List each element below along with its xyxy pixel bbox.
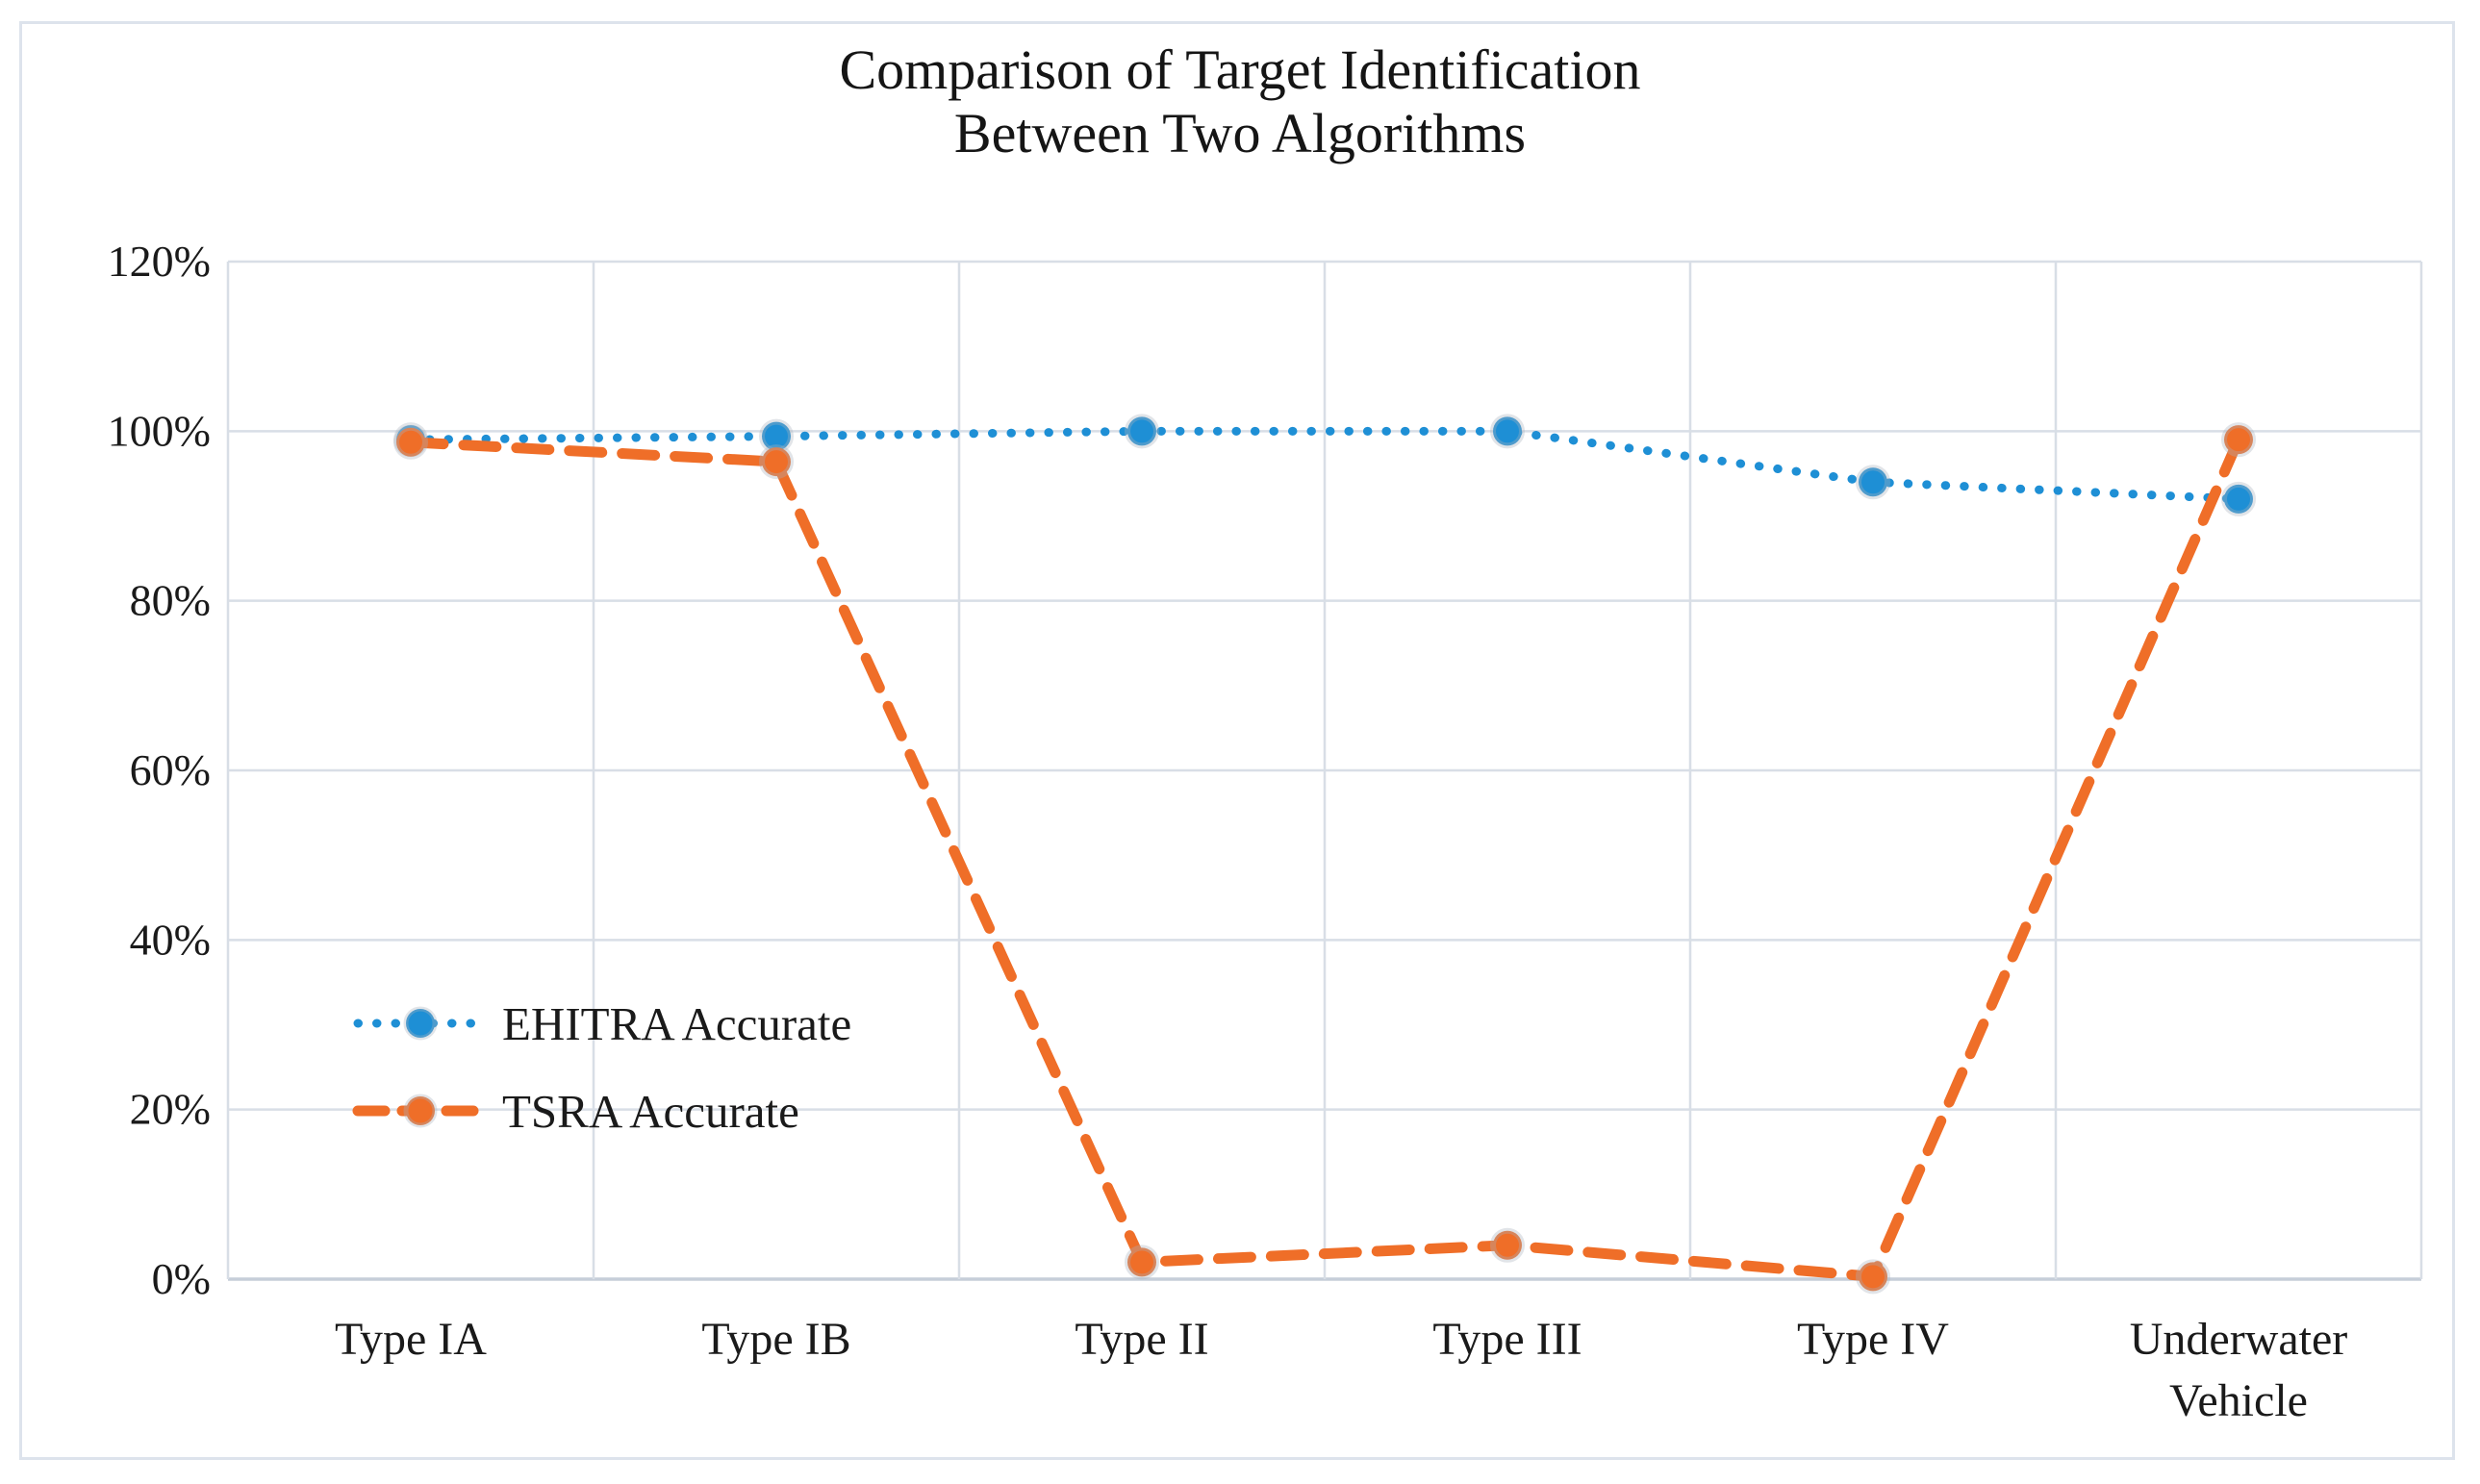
x-axis-category-label: Type IB	[701, 1314, 850, 1365]
data-point-marker-ehitra-accurate	[1490, 414, 1525, 449]
y-axis-tick-label: 0%	[152, 1254, 211, 1303]
y-axis-tick-label: 60%	[130, 745, 211, 794]
y-axis-tick-label: 80%	[130, 576, 211, 625]
x-axis-category-label: Type III	[1432, 1314, 1582, 1365]
legend-marker-tsra-accurate	[403, 1094, 438, 1128]
x-axis-category-label: Type II	[1075, 1314, 1208, 1365]
data-point-marker-tsra-accurate	[2221, 422, 2256, 458]
data-point-marker-ehitra-accurate	[1856, 465, 1890, 500]
data-point-marker-tsra-accurate	[759, 444, 794, 480]
y-axis-tick-label: 40%	[130, 915, 211, 964]
x-axis-category-label: Type IA	[335, 1314, 487, 1365]
y-axis-tick-label: 20%	[130, 1085, 211, 1134]
y-axis-tick-label: 120%	[108, 237, 211, 286]
chart-title-line-2: Between Two Algorithms	[953, 102, 1527, 164]
legend-label-tsra-accurate: TSRA Accurate	[502, 1085, 799, 1138]
data-point-marker-tsra-accurate	[1125, 1245, 1159, 1280]
x-axis-category-label: Vehicle	[2169, 1375, 2308, 1426]
data-point-marker-ehitra-accurate	[1125, 414, 1159, 449]
x-axis-category-label: Underwater	[2130, 1314, 2348, 1365]
x-axis-category-label: Type IV	[1797, 1314, 1949, 1365]
data-point-marker-tsra-accurate	[393, 424, 428, 460]
chart-title-line-1: Comparison of Target Identification	[839, 38, 1641, 101]
y-axis-tick-label: 100%	[108, 406, 211, 455]
data-point-marker-ehitra-accurate	[2221, 481, 2256, 516]
data-point-marker-tsra-accurate	[1856, 1259, 1890, 1295]
series-line-tsra-accurate	[405, 434, 2244, 1282]
legend-marker-ehitra-accurate	[403, 1006, 438, 1041]
series-line-ehitra-accurate	[406, 426, 2243, 504]
chart-title: Comparison of Target Identification Betw…	[0, 38, 2480, 165]
data-point-marker-tsra-accurate	[1490, 1227, 1525, 1263]
legend-label-ehitra-accurate: EHITRA Accurate	[502, 997, 851, 1050]
